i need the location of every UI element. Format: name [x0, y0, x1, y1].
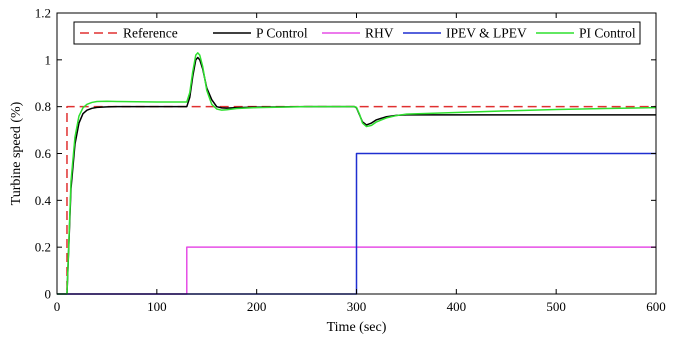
series-line-p-control [57, 56, 656, 295]
x-axis-label: Time (sec) [327, 320, 387, 335]
legend-label: Reference [123, 26, 178, 41]
x-tick-label: 300 [347, 299, 367, 314]
legend-label: RHV [365, 26, 394, 41]
y-tick-label: 1 [45, 52, 52, 67]
series-layer [57, 52, 656, 295]
legend-label: IPEV & LPEV [446, 26, 527, 41]
ticks-layer: 0 100 200 300 400 500 600 0 0.2 0.4 0.6 0.8 1 1.2 [35, 6, 666, 315]
legend-label: PI Control [579, 26, 636, 41]
x-tick-label: 0 [54, 299, 61, 314]
x-tick-label: 500 [546, 299, 566, 314]
legend: Reference P Control RHV IPEV & LPEV PI Contr… [73, 21, 641, 45]
y-axis-label: Turbine speed (%) [9, 101, 24, 205]
x-tick-label: 200 [247, 299, 267, 314]
y-tick-label: 1.2 [35, 6, 51, 21]
x-tick-label: 600 [646, 299, 666, 314]
y-tick-label: 0.2 [35, 240, 51, 255]
x-tick-label: 100 [147, 299, 167, 314]
series-line-ipev-lpev [57, 152, 656, 295]
y-tick-label: 0.8 [35, 99, 51, 114]
series-line-pi-control [57, 52, 656, 295]
y-tick-label: 0 [45, 287, 52, 302]
y-tick-label: 0.6 [35, 146, 52, 161]
legend-label: P Control [256, 26, 308, 41]
y-tick-label: 0.4 [35, 193, 52, 208]
x-tick-label: 400 [447, 299, 467, 314]
